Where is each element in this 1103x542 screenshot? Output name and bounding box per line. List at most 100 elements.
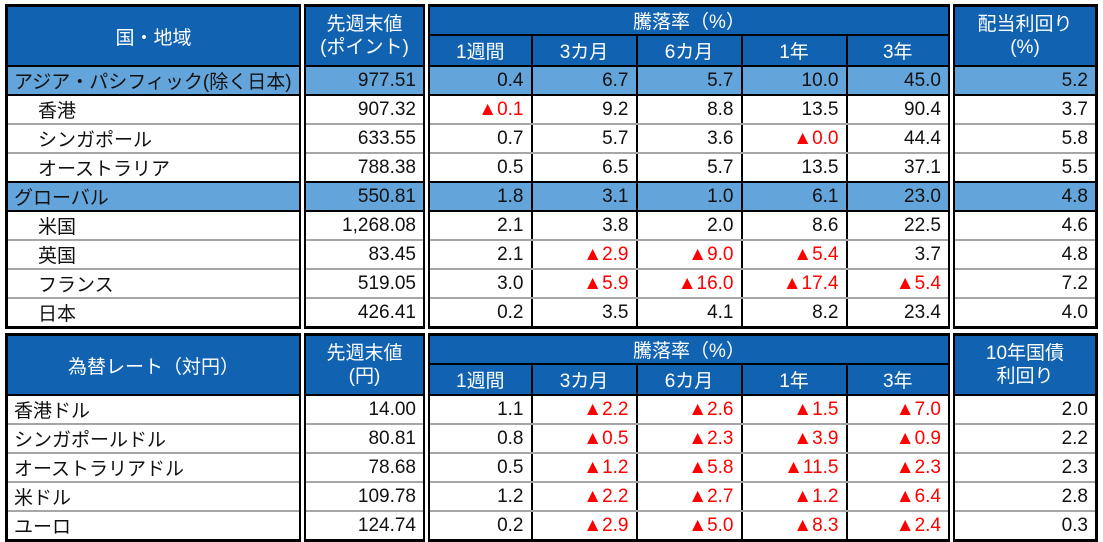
yield-cell: 4.8 bbox=[951, 240, 1097, 270]
yield-cell: 7.2 bbox=[951, 269, 1097, 299]
change-cell: ▲0.9 bbox=[846, 424, 955, 454]
change-cell: 0.7 bbox=[426, 124, 533, 154]
change-cell: 9.2 bbox=[531, 95, 638, 125]
yield-cell: 3.7 bbox=[951, 95, 1097, 125]
change-cell: 37.1 bbox=[846, 153, 955, 183]
yield-cell: 5.8 bbox=[951, 124, 1097, 154]
change-cell: 90.4 bbox=[846, 95, 955, 125]
last-value-cell: 1,268.08 bbox=[302, 211, 430, 241]
row-label: オーストラリア bbox=[6, 153, 306, 183]
change-cell: ▲2.4 bbox=[846, 511, 955, 541]
change-cell: ▲5.9 bbox=[531, 269, 638, 299]
change-cell: 5.7 bbox=[636, 153, 743, 183]
last-value-cell: 109.78 bbox=[302, 482, 430, 512]
change-cell: 13.5 bbox=[741, 95, 848, 125]
last-value-cell: 83.45 bbox=[302, 240, 430, 270]
yield-cell: 2.0 bbox=[951, 395, 1097, 425]
country-region-header: 国・地域 bbox=[6, 5, 306, 67]
header-line: (ポイント) bbox=[320, 37, 409, 58]
header-line: 10年国債 bbox=[985, 343, 1065, 364]
row-label: アジア・パシフィック(除く日本) bbox=[6, 66, 306, 96]
change-cell: ▲2.2 bbox=[531, 482, 638, 512]
yield-cell: 4.8 bbox=[951, 182, 1097, 212]
equity-index-table: 国・地域 先週末値 (ポイント) 騰落率（%） 配当利回り (%) 1週間 3カ… bbox=[5, 4, 1098, 329]
change-cell: 3.7 bbox=[846, 240, 955, 270]
yield-cell: 5.2 bbox=[951, 66, 1097, 96]
row-label: 香港ドル bbox=[6, 395, 306, 425]
change-rate-group-header: 騰落率（%） bbox=[426, 5, 955, 36]
last-value-cell: 124.74 bbox=[302, 511, 430, 541]
yield-cell: 5.5 bbox=[951, 153, 1097, 183]
table-row: 英国 83.45 2.1 ▲2.9 ▲9.0 ▲5.4 3.7 4.8 bbox=[6, 240, 1097, 270]
change-cell: 1.1 bbox=[426, 395, 533, 425]
header-line: (%) bbox=[1010, 37, 1040, 58]
table-row: オーストラリア 788.38 0.5 6.5 5.7 13.5 37.1 5.5 bbox=[6, 153, 1097, 183]
change-cell: ▲1.2 bbox=[531, 453, 638, 483]
fx-rate-header: 為替レート（対円） bbox=[6, 334, 306, 396]
change-cell: ▲0.0 bbox=[741, 124, 848, 154]
change-cell: 3.0 bbox=[426, 269, 533, 299]
period-header: 1年 bbox=[741, 35, 848, 67]
equity-table-body: アジア・パシフィック(除く日本) 977.51 0.4 6.7 5.7 10.0 45.0 5… bbox=[6, 66, 1097, 328]
change-cell: ▲5.8 bbox=[636, 453, 743, 483]
row-label: 日本 bbox=[6, 298, 306, 328]
change-cell: ▲5.0 bbox=[636, 511, 743, 541]
row-label: オーストラリアドル bbox=[6, 453, 306, 483]
period-header: 3カ月 bbox=[531, 364, 638, 396]
change-rate-group-header: 騰落率（%） bbox=[426, 334, 955, 365]
change-cell: 0.2 bbox=[426, 511, 533, 541]
change-cell: 0.4 bbox=[426, 66, 533, 96]
change-cell: ▲0.5 bbox=[531, 424, 638, 454]
table-row: 香港 907.32 ▲0.1 9.2 8.8 13.5 90.4 3.7 bbox=[6, 95, 1097, 125]
last-value-cell: 80.81 bbox=[302, 424, 430, 454]
row-label: ユーロ bbox=[6, 511, 306, 541]
last-value-cell: 907.32 bbox=[302, 95, 430, 125]
last-value-cell: 14.00 bbox=[302, 395, 430, 425]
change-cell: ▲2.9 bbox=[531, 240, 638, 270]
yield-cell: 0.3 bbox=[1061, 514, 1088, 536]
change-cell: ▲11.5 bbox=[741, 453, 848, 483]
change-cell: 6.5 bbox=[531, 153, 638, 183]
yield-cell: 2.3 bbox=[951, 453, 1097, 483]
change-cell: 22.5 bbox=[846, 211, 955, 241]
change-cell: ▲6.4 bbox=[846, 482, 955, 512]
last-value-cell: 519.05 bbox=[302, 269, 430, 299]
change-cell: 0.8 bbox=[426, 424, 533, 454]
yield-cell: 2.8 bbox=[951, 482, 1097, 512]
change-cell: ▲8.3 bbox=[741, 511, 848, 541]
change-cell: 2.1 bbox=[426, 211, 533, 241]
change-cell: 10.0 bbox=[741, 66, 848, 96]
change-cell: 8.8 bbox=[636, 95, 743, 125]
table-row: フランス 519.05 3.0 ▲5.9 ▲16.0 ▲17.4 ▲5.4 7.2 bbox=[6, 269, 1097, 299]
table-row: 香港ドル 14.00 1.1 ▲2.2 ▲2.6 ▲1.5 ▲7.0 2.0 bbox=[6, 395, 1097, 425]
change-cell: 1.2 bbox=[426, 482, 533, 512]
change-cell: 0.5 bbox=[426, 453, 533, 483]
change-cell: 6.7 bbox=[531, 66, 638, 96]
table-row: シンガポールドル 80.81 0.8 ▲0.5 ▲2.3 ▲3.9 ▲0.9 2.2 bbox=[6, 424, 1097, 454]
change-cell: ▲2.7 bbox=[636, 482, 743, 512]
header-line: 先週末値 bbox=[326, 343, 403, 364]
fx-table-body: 香港ドル 14.00 1.1 ▲2.2 ▲2.6 ▲1.5 ▲7.0 2.0 シンガポールドル 8… bbox=[6, 395, 1097, 541]
change-cell: 13.5 bbox=[741, 153, 848, 183]
change-cell: 3.1 bbox=[531, 182, 638, 212]
row-label: 英国 bbox=[6, 240, 306, 270]
change-cell: ▲0.1 bbox=[426, 95, 533, 125]
change-cell: ▲17.4 bbox=[741, 269, 848, 299]
header-line: 配当利回り bbox=[977, 14, 1073, 35]
period-header: 1週間 bbox=[426, 364, 533, 396]
fx-rate-table: 為替レート（対円） 先週末値 (円) 騰落率（%） 10年国債 利回り 1週間 … bbox=[5, 333, 1098, 542]
last-value-cell: 426.41 bbox=[302, 298, 430, 328]
change-cell: 0.5 bbox=[426, 153, 533, 183]
change-cell: 3.8 bbox=[531, 211, 638, 241]
bond-yield-header: 10年国債 利回り bbox=[951, 334, 1097, 396]
period-header: 3年 bbox=[846, 35, 955, 67]
header-line: 利回り bbox=[996, 366, 1054, 387]
row-label: 米国 bbox=[6, 211, 306, 241]
period-header: 3カ月 bbox=[531, 35, 638, 67]
change-cell: 2.0 bbox=[636, 211, 743, 241]
row-label: シンガポール bbox=[6, 124, 306, 154]
table-row: 米ドル 109.78 1.2 ▲2.2 ▲2.7 ▲1.2 ▲6.4 2.8 bbox=[6, 482, 1097, 512]
yield-cell: 2.2 bbox=[951, 424, 1097, 454]
table-row: オーストラリアドル 78.68 0.5 ▲1.2 ▲5.8 ▲11.5 ▲2.3 2.3 bbox=[6, 453, 1097, 483]
row-label: 香港 bbox=[6, 95, 306, 125]
